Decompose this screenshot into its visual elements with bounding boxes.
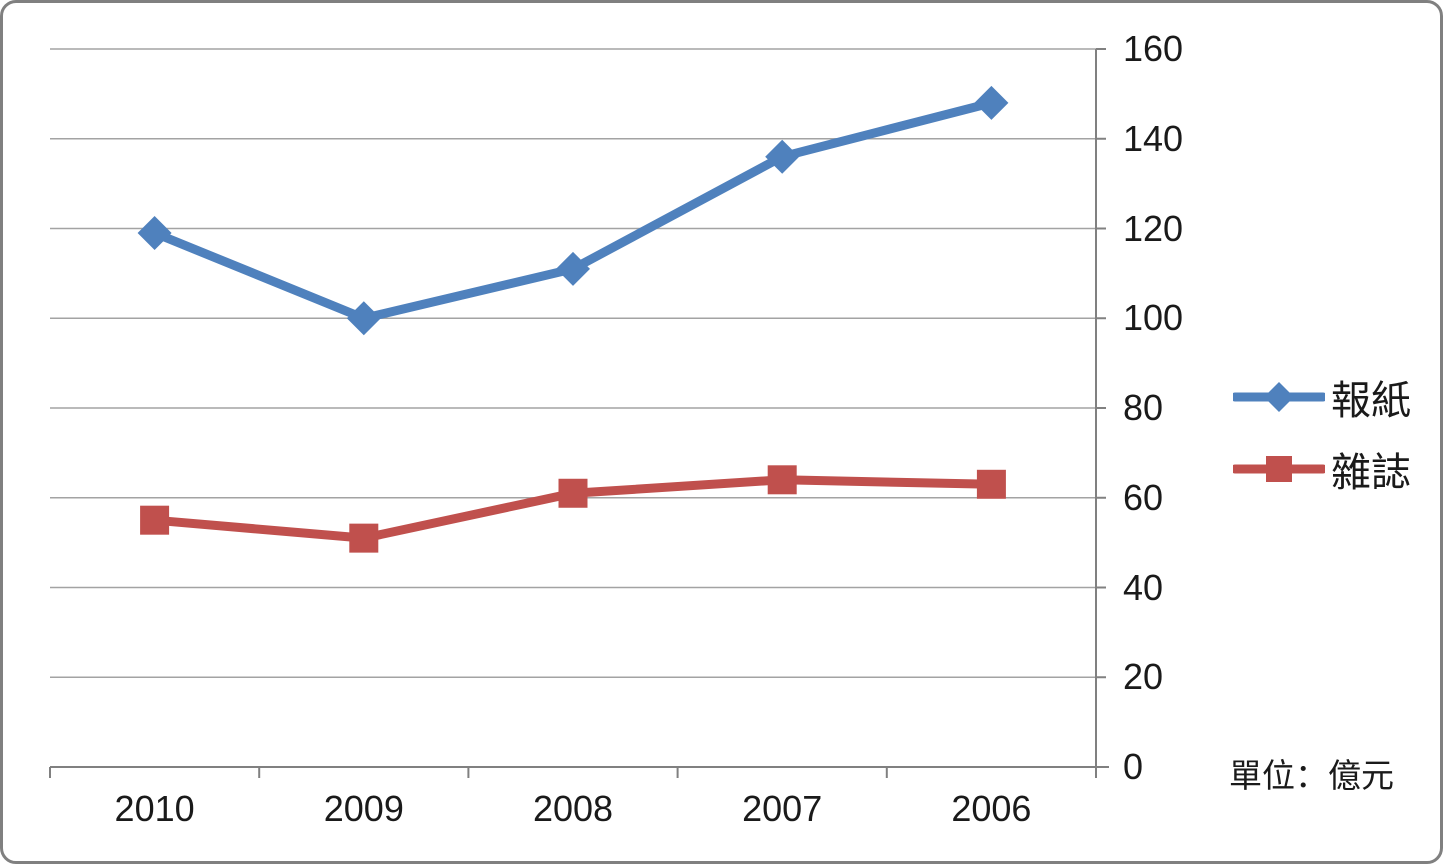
data-point-diamond	[346, 301, 381, 336]
y-axis-tick-label: 0	[1123, 746, 1144, 787]
data-point-diamond	[765, 139, 800, 174]
y-axis-tick-label: 100	[1123, 297, 1184, 339]
legend-label: 雜誌	[1331, 451, 1411, 495]
legend-marker-square-icon	[1233, 456, 1325, 482]
y-axis-tick-label: 140	[1123, 117, 1184, 159]
data-point-diamond	[137, 215, 172, 250]
data-point-square	[976, 469, 1006, 499]
data-point-diamond	[974, 85, 1009, 120]
legend-item: 報紙	[1233, 374, 1411, 423]
unit-label: 單位：億元	[1229, 757, 1394, 794]
legend-marker-diamond-icon	[1233, 382, 1325, 412]
x-axis-tick-label: 2006	[951, 788, 1032, 829]
legend-item: 雜誌	[1233, 446, 1411, 495]
x-axis-tick-label: 2007	[742, 788, 823, 829]
y-axis-tick-label: 80	[1123, 387, 1164, 428]
legend-label: 報紙	[1331, 379, 1411, 423]
x-axis-tick-label: 2010	[114, 788, 195, 829]
y-axis-tick-label: 160	[1123, 28, 1184, 69]
legend: 報紙 雜誌	[1233, 374, 1411, 518]
x-axis-tick-label: 2008	[532, 788, 614, 829]
y-axis-tick-label: 20	[1123, 656, 1164, 698]
data-point-square	[558, 478, 588, 508]
data-point-square	[349, 523, 379, 553]
y-axis-tick-label: 60	[1123, 476, 1164, 518]
series-line	[150, 98, 996, 323]
y-axis-tick-label: 40	[1123, 566, 1164, 608]
data-point-square	[767, 465, 797, 495]
y-axis-tick-label: 120	[1123, 207, 1184, 249]
data-point-square	[140, 505, 170, 535]
data-point-diamond	[556, 251, 590, 286]
x-axis-tick-label: 2009	[323, 788, 404, 829]
plot-area	[49, 48, 1109, 778]
